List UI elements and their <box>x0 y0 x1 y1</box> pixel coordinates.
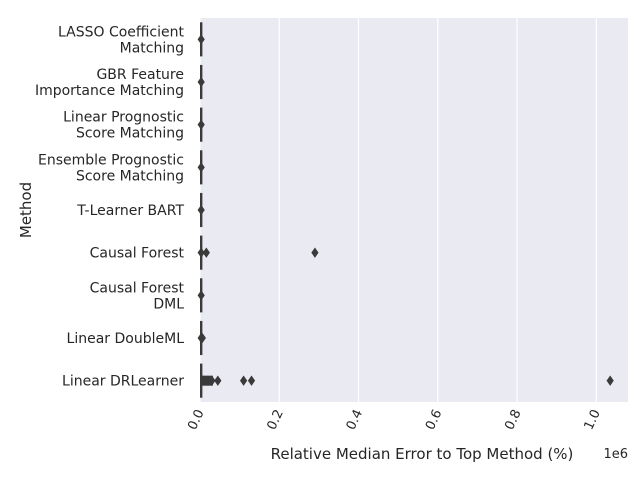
category-label: Score Matching <box>76 168 184 184</box>
outlier-point <box>606 375 614 386</box>
category-label: LASSO Coefficient <box>58 24 185 40</box>
x-tick-label: 1.0 <box>582 407 604 432</box>
category-label: Score Matching <box>76 126 184 142</box>
x-tick-labels: 0.0 0.2 0.4 0.6 0.8 1.0 <box>185 407 604 432</box>
box-marks <box>197 22 614 398</box>
outlier-point <box>197 76 205 88</box>
outlier-point <box>197 204 205 216</box>
outlier-point <box>202 247 210 258</box>
outlier-point <box>197 290 205 301</box>
plot-area <box>200 18 628 402</box>
outlier-point <box>198 332 206 344</box>
category-label: Linear DoubleML <box>67 331 185 347</box>
x-tick-label: 0.0 <box>185 407 207 432</box>
outlier-point <box>197 162 205 173</box>
category-label: Causal Forest <box>90 246 185 262</box>
outlier-cluster <box>200 375 213 386</box>
category-label: Linear Prognostic <box>63 110 184 126</box>
x-axis-label: Relative Median Error to Top Method (%) <box>271 445 574 463</box>
x-tick-label: 0.8 <box>502 407 524 432</box>
category-label: Linear DRLearner <box>62 374 184 390</box>
category-label: Matching <box>120 40 184 56</box>
category-label: Ensemble Prognostic <box>38 152 184 168</box>
outlier-point <box>197 34 205 45</box>
outlier-point <box>311 247 319 258</box>
x-tick-label: 0.4 <box>344 407 366 432</box>
category-label: GBR Feature <box>96 67 184 83</box>
outlier-point <box>214 375 222 386</box>
category-label: Causal Forest <box>90 280 185 296</box>
category-label: Importance Matching <box>35 83 184 99</box>
category-label: DML <box>153 296 184 312</box>
outlier-point <box>197 247 205 258</box>
x-tick-label: 0.2 <box>265 407 287 432</box>
outlier-point <box>247 375 256 386</box>
outlier-point <box>197 119 205 130</box>
category-label: T-Learner BART <box>76 203 184 219</box>
outlier-point <box>239 375 248 386</box>
x-tick-label: 0.6 <box>423 407 445 432</box>
x-axis-scale-label: 1e6 <box>603 447 628 462</box>
y-axis-label: Method <box>17 182 35 238</box>
